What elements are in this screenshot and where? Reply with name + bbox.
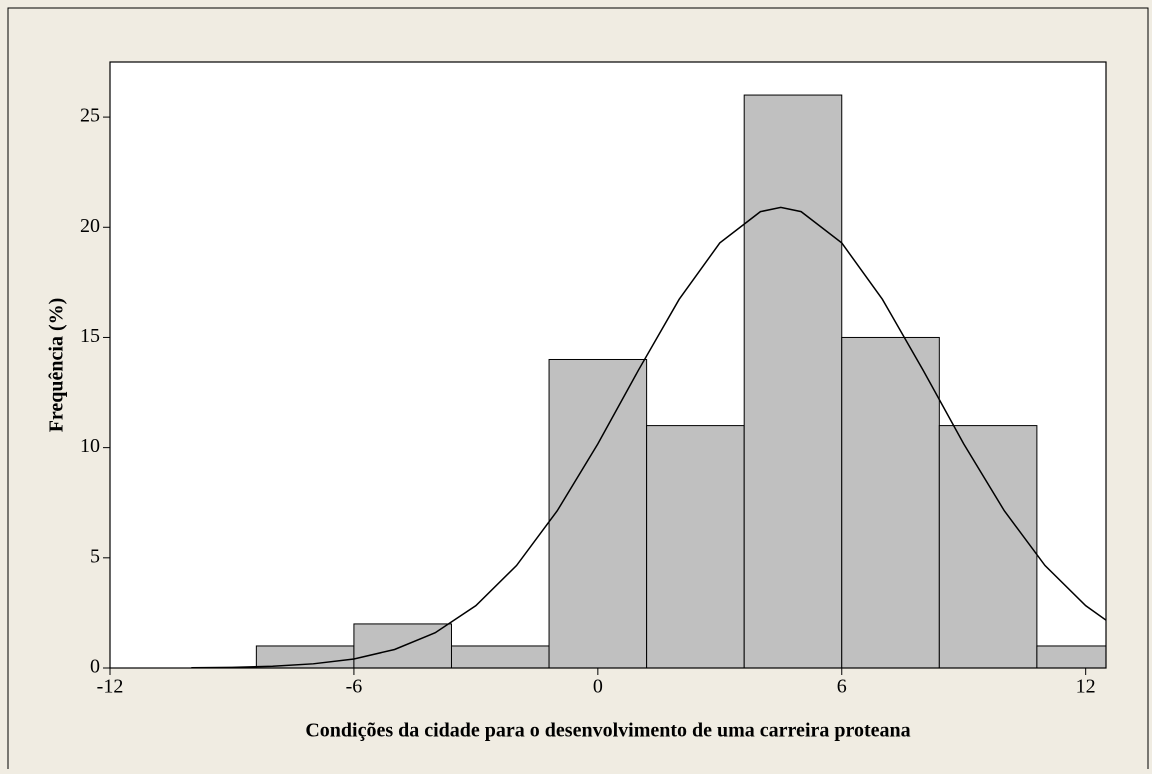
y-tick-label: 15: [80, 325, 100, 347]
bar: [841, 336, 940, 668]
bar: [646, 425, 745, 668]
x-tick-label: 6: [837, 676, 847, 698]
x-tick-label: -12: [97, 676, 124, 698]
bar: [548, 358, 648, 668]
x-tick-label: 0: [593, 676, 603, 698]
plot-border: [109, 61, 1107, 669]
x-axis-label: Condições da cidade para o desenvolvimen…: [305, 720, 910, 742]
x-tick-label: -6: [346, 676, 363, 698]
fitted-curve: [191, 206, 1106, 668]
y-tick-label: 25: [80, 105, 100, 127]
bar: [743, 94, 843, 668]
x-tick-label: 12: [1076, 676, 1096, 698]
plot-content: [191, 94, 1106, 668]
y-tick-label: 5: [90, 545, 100, 567]
y-tick-label: 20: [80, 215, 100, 237]
y-axis-label: Frequência (%): [46, 298, 68, 433]
bar: [938, 425, 1038, 668]
y-tick-label: 10: [80, 435, 100, 457]
y-tick-label: 0: [90, 656, 100, 678]
bar: [450, 645, 550, 668]
